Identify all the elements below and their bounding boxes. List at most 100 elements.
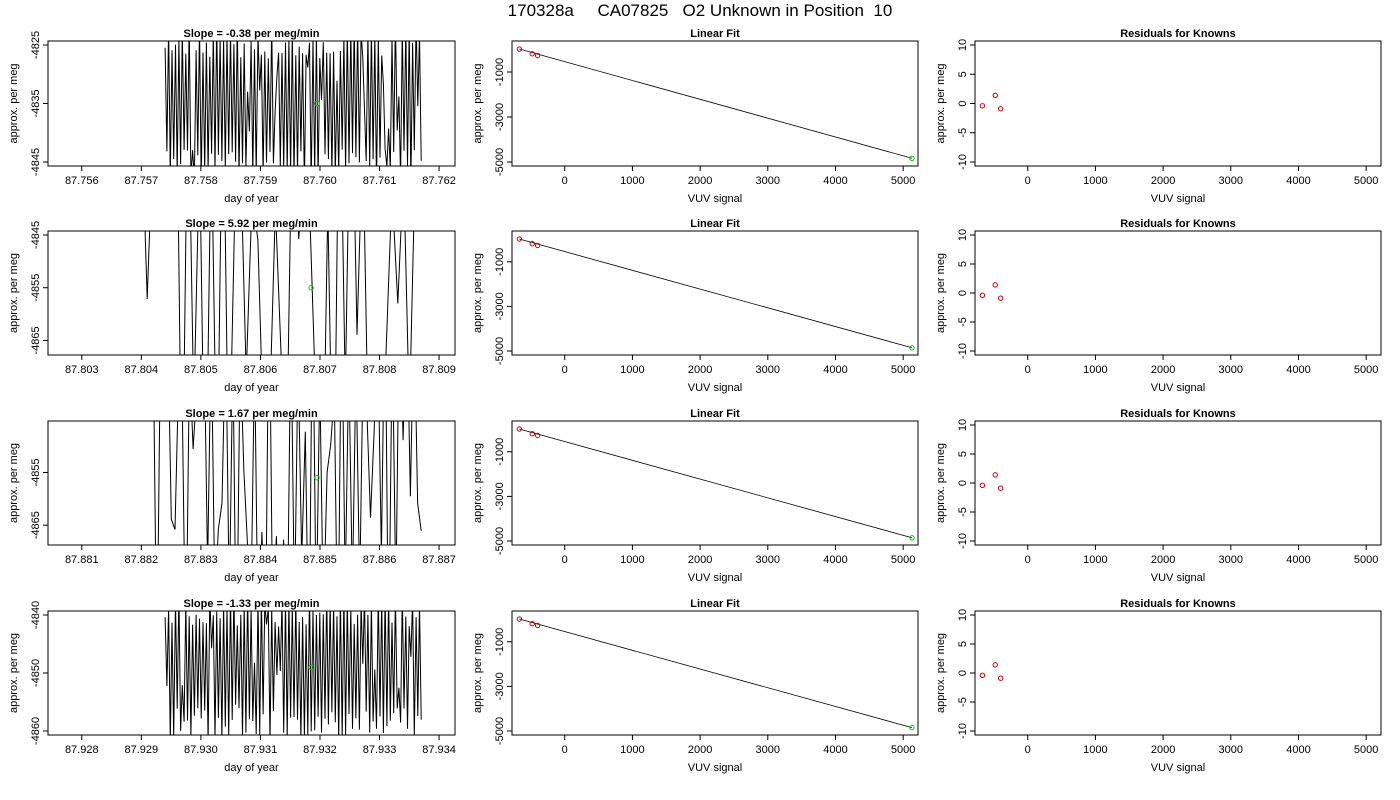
panel-resid-1: Residuals for Knowns 0 1000 2000 3000 4000 500… [935,28,1382,205]
x-tick-label: 3000 [1219,175,1243,187]
data-trace-line [164,611,422,735]
plot-frame [511,610,919,736]
plot-area [153,421,422,545]
x-tick-label: 87.805 [184,364,218,376]
x-tick-label: 87.760 [303,175,337,187]
y-tick-label: 10 [957,229,969,241]
panel-title: Linear Fit [690,218,740,230]
x-tick-label: 2000 [688,364,712,376]
x-tick-label: 5000 [891,554,915,566]
y-axis-label: approx. per meg [935,443,947,523]
x-tick-label: 2000 [1151,744,1175,756]
plot-area [516,46,915,161]
unknown-point [308,285,314,291]
x-tick-label: 87.934 [422,744,456,756]
panel-title: Slope = -0.38 per meg/min [183,28,319,40]
panel-title: Slope = 1.67 per meg/min [185,408,318,420]
x-axis-label: VUV signal [688,762,742,774]
x-tick-label: 87.808 [363,364,397,376]
y-tick-label: -5 [957,317,969,327]
y-tick-label: -10 [957,154,969,170]
x-tick-label: 3000 [1219,364,1243,376]
y-axis-label: approx. per meg [8,63,20,143]
panel-slope-4: Slope = -1.33 per meg/min 87.928 87.929 87.… [8,598,456,774]
panel-resid-3: Residuals for Knowns 0 1000 2000 3000 4000 500… [935,408,1382,584]
x-tick-label: 87.885 [303,554,337,566]
panel-title: Residuals for Knowns [1120,408,1236,420]
plot-area [144,231,415,355]
x-tick-label: 1000 [620,744,644,756]
y-tick-label: -10 [957,723,969,739]
y-tick-label: 5 [957,261,969,267]
fit-line [519,238,913,349]
y-tick-label: 5 [957,641,969,647]
fit-line [519,428,913,539]
x-axis-label: VUV signal [1151,382,1205,394]
y-axis-label: approx. per meg [472,633,484,713]
x-tick-label: 0 [1025,744,1031,756]
x-tick-label: 87.932 [303,744,337,756]
panel-title: Residuals for Knowns [1120,28,1236,40]
panel-title: Linear Fit [690,28,740,40]
plot-frame [974,40,1382,167]
x-tick-label: 0 [562,744,568,756]
panel-fit-2: Linear Fit 0 1000 2000 3000 4000 5000 VUV signa… [472,218,919,394]
figure-title: 170328a CA07825 O2 Unknown in Position 1… [507,1,893,20]
known-point [979,482,986,489]
x-tick-label: 1000 [1083,175,1107,187]
panel-title: Residuals for Knowns [1120,218,1236,230]
y-tick-label: -1000 [494,248,506,276]
x-tick-label: 3000 [756,554,780,566]
panel-resid-4: Residuals for Knowns 0 1000 2000 3000 4000 500… [935,598,1382,774]
x-tick-label: 0 [1025,175,1031,187]
panel-fit-3: Linear Fit 0 1000 2000 3000 4000 5000 VUV signa… [472,408,919,584]
y-tick-label: -5000 [494,527,506,555]
x-tick-label: 3000 [1219,554,1243,566]
plot-frame [511,40,919,167]
y-tick-label: -5 [957,507,969,517]
x-tick-label: 0 [562,364,568,376]
x-tick-label: 4000 [1286,175,1310,187]
plot-area [164,611,422,735]
x-axis-label: VUV signal [688,572,742,584]
y-tick-label: 5 [957,451,969,457]
known-point [997,106,1004,112]
x-tick-label: 0 [562,554,568,566]
known-point [529,241,535,247]
known-point [992,282,998,288]
panel-slope-2: Slope = 5.92 per meg/min 87.803 87.804 87.8… [8,218,456,394]
y-tick-label: -10 [957,533,969,549]
panel-fit-1: Linear Fit 0 1000 2000 3000 4000 5000 VUV signa… [472,28,919,205]
x-tick-label: 0 [562,175,568,187]
x-tick-label: 2000 [688,744,712,756]
x-tick-label: 5000 [1354,744,1378,756]
x-tick-label: 1000 [1083,744,1107,756]
plot-area [979,92,1004,112]
x-tick-label: 5000 [891,744,915,756]
panel-slope-3: Slope = 1.67 per meg/min 87.881 87.882 87.8… [8,408,456,584]
unknown-point [314,475,320,481]
panel-fit-4: Linear Fit 0 1000 2000 3000 4000 5000 VUV signa… [472,598,919,774]
known-point [516,46,523,52]
panel-title: Linear Fit [690,598,740,610]
x-tick-label: 87.809 [422,364,456,376]
known-point [534,622,541,629]
known-point [516,616,523,622]
x-tick-label: 1000 [1083,554,1107,566]
x-tick-label: 1000 [620,175,644,187]
plot-area [979,662,1004,681]
x-tick-label: 0 [1025,364,1031,376]
unknown-point [909,535,915,541]
known-point [997,485,1004,491]
y-axis-label: approx. per meg [472,253,484,333]
x-axis-label: VUV signal [1151,572,1205,584]
y-tick-label: -5 [957,128,969,138]
panel-title: Slope = -1.33 per meg/min [183,598,319,610]
plot-frame [47,420,456,546]
x-axis-label: day of year [224,572,279,584]
y-tick-label: -10 [957,343,969,359]
unknown-point [308,664,314,670]
y-tick-label: -4865 [30,511,42,539]
panel-resid-2: Residuals for Knowns 0 1000 2000 3000 4000 500… [935,218,1382,394]
y-axis-label: approx. per meg [472,63,484,143]
